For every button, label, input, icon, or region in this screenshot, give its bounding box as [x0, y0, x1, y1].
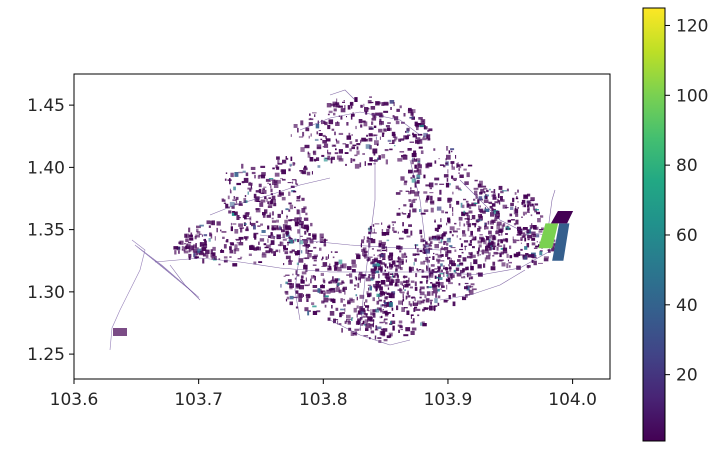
colorbar-tick-label: 80	[676, 156, 698, 176]
colorbar-tick-label: 100	[676, 86, 708, 106]
highlighted-feature	[538, 223, 559, 249]
x-tick-label: 103.6	[50, 390, 99, 410]
road-network	[154, 89, 556, 346]
x-tick-label: 104.0	[548, 390, 597, 410]
colorbar-tick-label: 40	[676, 296, 698, 316]
colorbar-tick-label: 60	[676, 226, 698, 246]
x-axis: 103.6 103.7 103.8 103.9 104.0	[50, 379, 597, 410]
x-tick-label: 103.7	[174, 390, 223, 410]
y-tick-label: 1.25	[27, 345, 65, 365]
y-tick-label: 1.30	[27, 283, 65, 303]
x-tick-label: 103.8	[299, 390, 348, 410]
colorbar-axis: 20 40 60 80 100 120	[665, 16, 708, 386]
x-tick-label: 103.9	[424, 390, 473, 410]
colorbar-tick-label: 120	[676, 16, 708, 36]
highlighted-feature	[552, 223, 570, 261]
y-tick-label: 1.35	[27, 221, 65, 241]
y-axis: 1.25 1.30 1.35 1.40 1.45	[27, 96, 74, 365]
y-tick-label: 1.45	[27, 96, 65, 116]
y-tick-label: 1.40	[27, 158, 65, 178]
map-layer	[109, 89, 574, 351]
highlighted-feature	[550, 210, 574, 224]
colorbar-tick-label: 20	[676, 366, 698, 386]
west-peninsula	[109, 239, 200, 351]
land-use-polygons	[173, 96, 557, 343]
colorbar	[642, 7, 666, 442]
